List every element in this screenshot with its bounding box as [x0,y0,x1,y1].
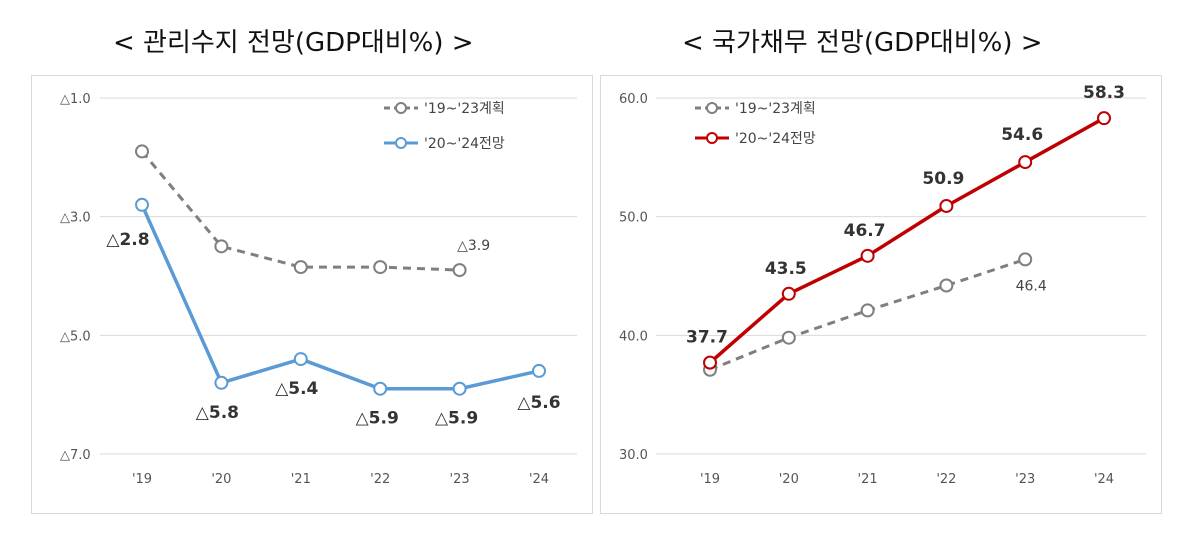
legend-marker [706,102,718,114]
legend-label: '20~'24전망 [735,131,816,147]
data-label: 50.9 [922,169,964,189]
x-tick-label: '23 [450,472,470,487]
legend-marker [395,102,407,114]
chart-title-debt: < 국가채무 전망(GDP대비%) > [682,28,1043,58]
data-label: △5.4 [275,379,318,399]
data-label: △2.8 [106,230,149,250]
data-point [1018,252,1033,267]
series-line [140,150,460,272]
legend-marker [395,137,407,149]
y-tick-label: △7.0 [60,448,91,463]
data-point [703,355,717,370]
x-tick-label: '19 [700,472,720,487]
y-tick-label: △5.0 [60,329,91,344]
data-label: △5.9 [435,409,478,429]
data-label: 46.4 [1016,278,1047,294]
data-label: 58.3 [1083,83,1125,103]
data-point [452,263,467,278]
legend-marker [706,132,718,144]
data-point [452,381,467,396]
data-label: △3.9 [457,238,490,254]
x-tick-label: '22 [936,472,956,487]
data-point [860,248,875,263]
balance-chart-svg: △1.0 △3.0 △5.0 △7.0 '19 '20 '21 '22 '23 '24 △3.9 '1… [60,92,577,487]
data-label: △5.9 [356,409,399,429]
data-point [293,352,308,367]
legend-label: '19~'23계획 [735,101,816,117]
x-tick-label: '24 [1094,472,1114,487]
data-point [293,260,308,275]
data-point [939,278,954,293]
x-tick-label: '21 [291,472,311,487]
y-tick-label: 50.0 [619,211,648,226]
x-tick-label: '24 [529,472,549,487]
x-tick-label: '20 [211,472,231,487]
data-label: 37.7 [686,328,728,348]
balance-chart-panel: △1.0 △3.0 △5.0 △7.0 '19 '20 '21 '22 '23 '24 △3.9 '1… [31,75,593,514]
x-tick-label: '19 [132,472,152,487]
data-label: △5.8 [196,403,239,423]
data-point [781,330,796,345]
series-line [708,116,1105,364]
data-label: 46.7 [844,221,886,241]
data-point [214,239,229,254]
data-point [1097,111,1111,126]
data-point [214,375,229,390]
chart-title-balance: < 관리수지 전망(GDP대비%) > [113,28,474,58]
data-point [135,144,149,159]
y-tick-label: 30.0 [619,448,648,463]
data-label: △5.6 [517,393,560,413]
data-point [135,197,149,212]
y-tick-label: △3.0 [60,211,91,226]
legend-label: '20~'24전망 [424,136,505,152]
data-point [1018,155,1033,170]
x-tick-label: '22 [370,472,390,487]
x-tick-label: '21 [858,472,878,487]
legend-label: '19~'23계획 [424,101,505,117]
series-line [140,204,540,391]
debt-chart-panel: 60.0 50.0 40.0 30.0 '19 '20 '21 '22 '23 '24 46.4 '1… [600,75,1162,514]
x-tick-label: '23 [1015,472,1035,487]
y-tick-label: 60.0 [619,92,648,107]
y-tick-label: △1.0 [60,92,91,107]
debt-chart-svg: 60.0 50.0 40.0 30.0 '19 '20 '21 '22 '23 '24 46.4 '1… [619,83,1146,487]
data-point [532,363,546,378]
y-tick-label: 40.0 [619,329,648,344]
data-point [939,198,954,213]
data-point [373,260,388,275]
x-tick-label: '20 [779,472,799,487]
data-label: 54.6 [1001,125,1043,145]
data-point [860,303,875,318]
data-point [781,286,796,301]
data-label: 43.5 [765,259,807,279]
data-point [373,381,388,396]
